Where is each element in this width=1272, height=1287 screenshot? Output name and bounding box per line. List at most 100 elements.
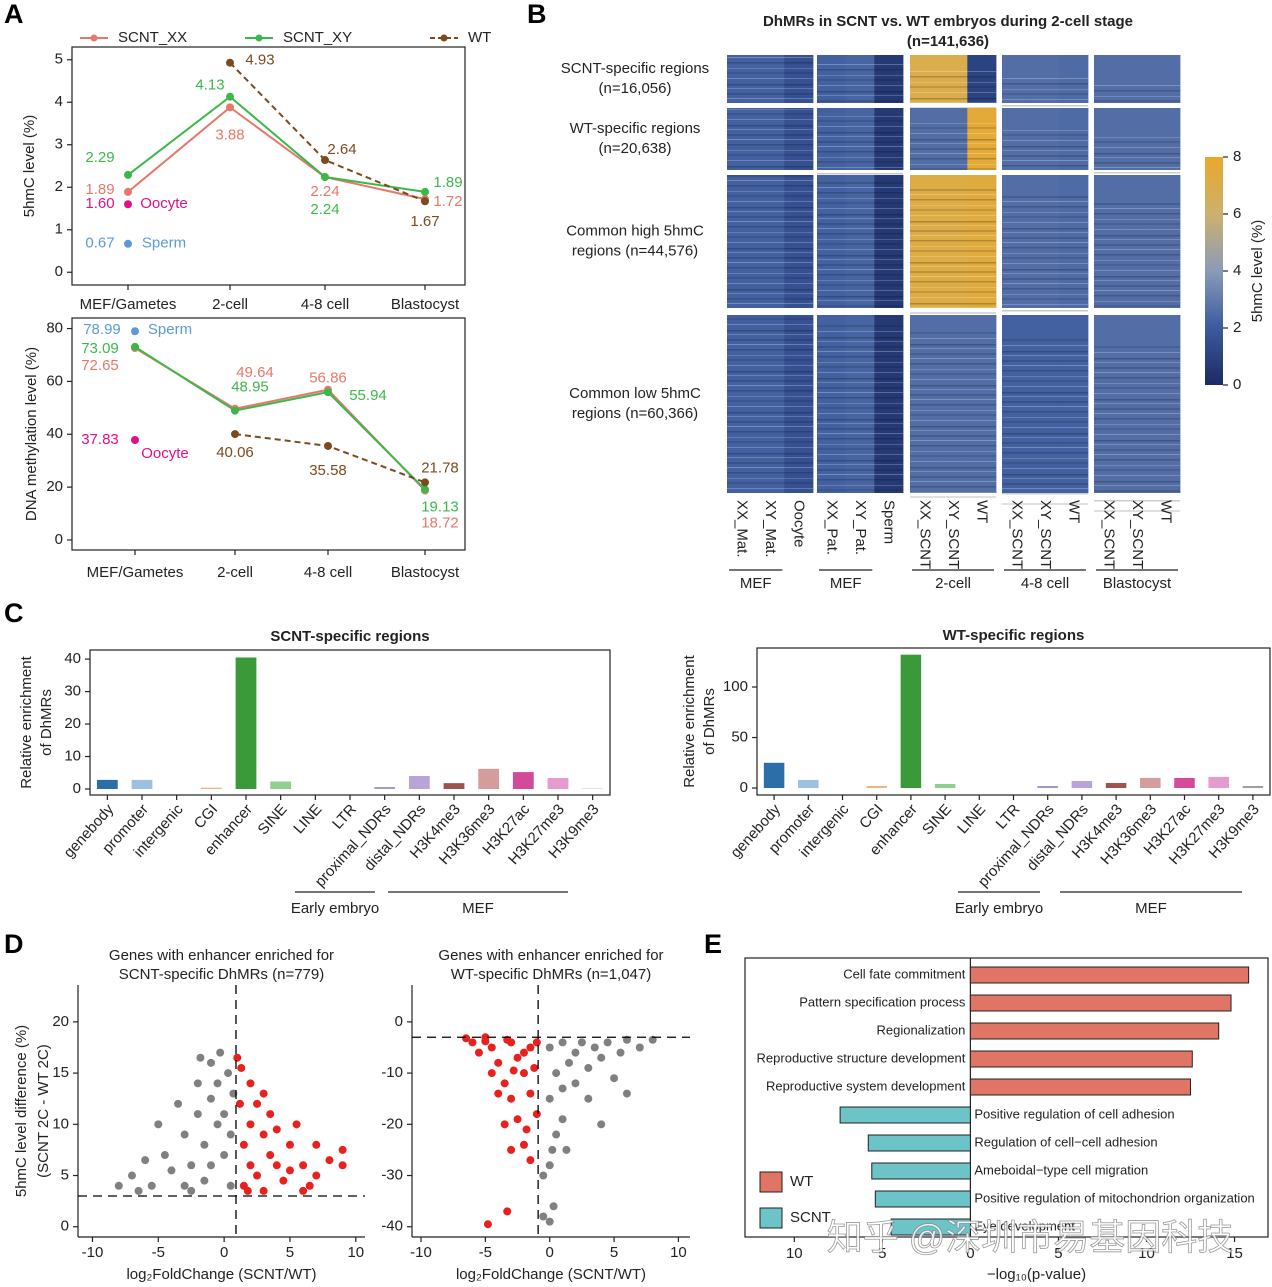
point — [532, 1110, 541, 1119]
point — [616, 1048, 625, 1057]
series-line — [229, 62, 426, 203]
point — [131, 435, 139, 444]
y-axis-label: (SCNT 2C - WT 2C) — [35, 1044, 52, 1178]
point — [127, 1171, 136, 1180]
x-tick-label: MEF/Gametes — [80, 296, 177, 313]
point — [187, 1161, 196, 1170]
point — [147, 1181, 156, 1190]
bar — [582, 788, 604, 789]
y-tick-label: -30 — [381, 1167, 403, 1184]
value-label: 2.24 — [310, 183, 339, 200]
point-label: Oocyte — [140, 195, 188, 212]
point — [552, 1130, 561, 1139]
point — [187, 1186, 196, 1195]
y-tick-label: 0 — [740, 779, 748, 796]
plot-frame — [71, 46, 466, 286]
y-tick-label: 5 — [61, 1167, 69, 1184]
point — [124, 187, 132, 196]
x-tick-label: 10 — [347, 1244, 364, 1261]
point — [216, 1048, 225, 1057]
bar — [1071, 780, 1093, 789]
value-label: 40.06 — [216, 444, 254, 461]
y-tick-label: 30 — [64, 683, 81, 700]
row-label: WT-specific regions — [570, 120, 701, 137]
point — [246, 1079, 255, 1088]
x-tick-label: -5 — [479, 1244, 492, 1261]
point — [141, 1156, 150, 1165]
y-tick-label: -20 — [381, 1115, 403, 1132]
point — [545, 1217, 554, 1226]
x-tick-label: CGI — [856, 801, 886, 832]
point — [131, 342, 139, 351]
group-label: Early embryo — [291, 900, 379, 917]
column-label: XX_SCNT — [1100, 500, 1117, 569]
y-tick-label: 50 — [731, 728, 748, 745]
y-tick-label: 100 — [723, 678, 748, 695]
y-tick-label: 20 — [46, 478, 63, 495]
bar — [871, 1162, 971, 1180]
point — [213, 1120, 222, 1129]
category-label: Ameboidal−type cell migration — [974, 1162, 1148, 1177]
point — [231, 430, 239, 439]
bar — [874, 1190, 971, 1208]
row-label: SCNT-specific regions — [561, 60, 709, 77]
group-label: MEF — [462, 900, 494, 917]
y-axis-label: Relative enrichment — [681, 654, 698, 787]
point — [200, 1176, 209, 1185]
bar — [547, 777, 569, 789]
plot-frame — [756, 647, 1271, 796]
point — [299, 1186, 308, 1195]
category-label: Regionalization — [876, 1022, 965, 1037]
point-label: Oocyte — [141, 445, 189, 462]
point — [532, 1038, 541, 1047]
y-tick-label: 0 — [55, 531, 63, 548]
value-label: 2.29 — [85, 149, 114, 166]
y-tick-label: -10 — [381, 1064, 403, 1081]
point — [603, 1038, 612, 1047]
point — [545, 1161, 554, 1170]
value-label: 37.83 — [81, 431, 119, 448]
value-label: 1.89 — [433, 174, 462, 191]
point — [266, 1110, 275, 1119]
point — [243, 1186, 252, 1195]
category-label: Positive regulation of cell adhesion — [974, 1106, 1174, 1121]
point — [494, 1058, 503, 1067]
point — [235, 1099, 244, 1108]
point — [487, 1043, 496, 1052]
texture — [817, 115, 903, 177]
point — [259, 1186, 268, 1195]
group-label: 4-8 cell — [1021, 575, 1069, 592]
x-tick-label: 5 — [610, 1244, 618, 1261]
column-label: XY_Mat. — [762, 500, 779, 558]
value-label: 4.13 — [195, 77, 224, 94]
colorbar-tick-label: 0 — [1233, 376, 1241, 393]
point — [526, 1089, 535, 1098]
point — [259, 1089, 268, 1098]
y-tick-label: -40 — [381, 1218, 403, 1235]
x-axis-label: log₂FoldChange (SCNT/WT) — [126, 1266, 316, 1283]
bar — [969, 1050, 1193, 1068]
texture — [910, 189, 996, 322]
point — [299, 1161, 308, 1170]
point — [548, 1145, 557, 1154]
panel-label: C — [4, 598, 24, 628]
point — [239, 1140, 248, 1149]
x-tick-label: -5 — [152, 1244, 165, 1261]
point — [597, 1120, 606, 1129]
y-tick-label: 5 — [55, 51, 63, 68]
x-tick-label: 10 — [670, 1244, 687, 1261]
point — [558, 1115, 567, 1124]
row-label: (n=20,638) — [599, 140, 672, 157]
series-line — [134, 347, 426, 492]
point — [220, 1110, 229, 1119]
point — [597, 1053, 606, 1062]
point — [571, 1079, 580, 1088]
series-line — [127, 106, 426, 201]
x-tick-label: 2-cell — [212, 296, 248, 313]
point — [635, 1043, 644, 1052]
panel-label: B — [527, 0, 547, 29]
bar — [969, 966, 1250, 984]
point — [312, 1140, 321, 1149]
value-label: 56.86 — [309, 370, 347, 387]
